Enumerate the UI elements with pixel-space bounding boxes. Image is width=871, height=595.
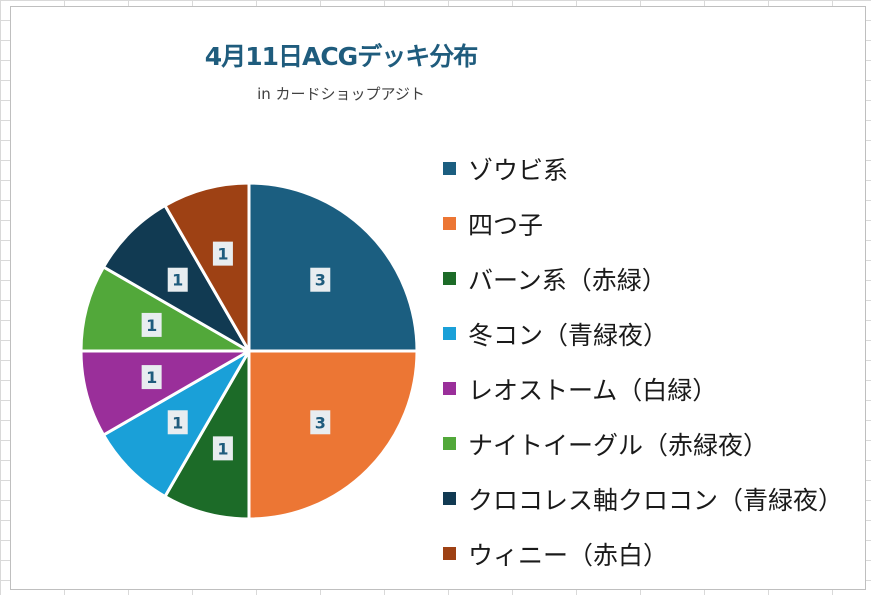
legend-label-7: クロコレス軸クロコン（青緑夜） [468, 485, 844, 515]
data-label-5: 1 [141, 365, 162, 390]
data-label-text-2: 3 [315, 413, 326, 432]
legend-label-1: ゾウビ系 [468, 155, 569, 185]
legend-item-8: ウィニー（赤白） [443, 526, 863, 581]
legend-label-2: 四つ子 [468, 210, 544, 240]
legend-swatch-1 [443, 162, 456, 175]
pie-slice-1[interactable] [247, 181, 419, 353]
legend-item-3: バーン系（赤緑） [443, 251, 863, 306]
legend-item-1: ゾウビ系 [443, 141, 863, 196]
chart-title: 4月11日ACGデッキ分布 [204, 42, 478, 71]
chart-area[interactable]: 4月11日ACGデッキ分布 in カードショップアジト 3 3 1 1 1 1 1 1 ゾウビ… [10, 6, 866, 590]
data-label-text-7: 1 [172, 271, 183, 290]
legend-swatch-5 [443, 382, 456, 395]
legend-item-7: クロコレス軸クロコン（青緑夜） [443, 471, 863, 526]
data-label-text-1: 3 [315, 271, 326, 290]
legend-item-6: ナイトイーグル（赤緑夜） [443, 416, 863, 471]
legend-item-4: 冬コン（青緑夜） [443, 306, 863, 361]
data-label-box-8 [212, 241, 233, 266]
data-label-text-5: 1 [146, 368, 157, 387]
legend-label-8: ウィニー（赤白） [468, 540, 669, 570]
pie-slice-8[interactable] [163, 181, 251, 353]
pie-slice-5[interactable] [79, 349, 251, 437]
legend-label-3: バーン系（赤緑） [468, 265, 667, 295]
legend-label-6: ナイトイーグル（赤緑夜） [468, 430, 769, 460]
data-label-text-4: 1 [172, 413, 183, 432]
data-label-text-6: 1 [146, 316, 157, 335]
legend-swatch-3 [443, 272, 456, 285]
data-label-8: 1 [212, 241, 233, 266]
pie-slice-2[interactable] [247, 349, 419, 521]
data-label-text-8: 1 [217, 245, 228, 264]
pie-chart: 3 3 1 1 1 1 1 1 [79, 181, 419, 521]
data-label-box-4 [167, 410, 188, 435]
data-label-box-5 [141, 365, 162, 390]
data-label-text-3: 1 [217, 439, 228, 458]
legend-swatch-6 [443, 437, 456, 450]
data-label-7: 1 [167, 267, 188, 292]
legend-swatch-8 [443, 547, 456, 560]
chart-subtitle: in カードショップアジト [257, 85, 425, 103]
legend-item-2: 四つ子 [443, 196, 863, 251]
data-label-box-3 [212, 436, 233, 461]
chart-legend: ゾウビ系四つ子バーン系（赤緑） 冬コン（青緑夜） レオストーム（白緑） ナイトイーグル… [443, 141, 863, 581]
legend-label-5: レオストーム（白緑） [468, 375, 718, 405]
legend-item-5: レオストーム（白緑） [443, 361, 863, 416]
data-label-box-7 [167, 267, 188, 292]
legend-swatch-4 [443, 327, 456, 340]
data-label-2: 3 [310, 410, 331, 435]
data-label-3: 1 [212, 436, 233, 461]
legend-swatch-2 [443, 217, 456, 230]
legend-swatch-7 [443, 492, 456, 505]
pie-slice-3[interactable] [163, 349, 251, 521]
data-label-box-1 [310, 267, 331, 292]
pie-slice-6[interactable] [79, 265, 251, 353]
data-label-4: 1 [167, 410, 188, 435]
data-label-6: 1 [141, 312, 162, 337]
legend-label-4: 冬コン（青緑夜） [468, 320, 669, 350]
data-label-box-6 [141, 312, 162, 337]
data-label-box-2 [310, 410, 331, 435]
data-label-1: 3 [310, 267, 331, 292]
